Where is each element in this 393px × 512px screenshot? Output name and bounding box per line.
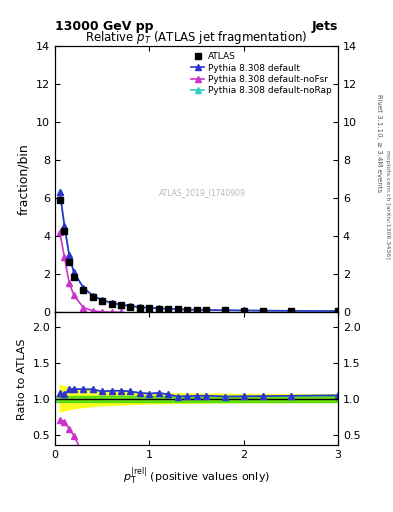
ATLAS <box>204 307 208 313</box>
ATLAS <box>90 294 95 301</box>
Pythia 8.308 default-noRap <box>90 292 95 298</box>
Pythia 8.308 default <box>194 307 199 313</box>
Pythia 8.308 default <box>90 292 95 298</box>
ATLAS <box>194 307 199 313</box>
Pythia 8.308 default-noRap <box>288 308 293 314</box>
Pythia 8.308 default-noRap <box>194 307 199 313</box>
Pythia 8.308 default-noRap <box>67 252 72 259</box>
Pythia 8.308 default-noFsr <box>67 280 72 286</box>
ATLAS <box>156 306 161 312</box>
X-axis label: $p_{\rm T}^{\rm |rel|}$ (positive values only): $p_{\rm T}^{\rm |rel|}$ (positive values… <box>123 466 270 487</box>
Pythia 8.308 default <box>119 302 123 308</box>
Pythia 8.308 default-noRap <box>166 306 171 312</box>
Pythia 8.308 default-noRap <box>241 307 246 313</box>
Line: Pythia 8.308 default-noFsr: Pythia 8.308 default-noFsr <box>57 230 124 315</box>
ATLAS <box>62 227 67 233</box>
Pythia 8.308 default-noRap <box>222 307 227 313</box>
Text: Jets: Jets <box>312 20 338 33</box>
ATLAS <box>109 301 114 307</box>
Pythia 8.308 default <box>147 305 152 311</box>
Pythia 8.308 default-noRap <box>72 269 76 275</box>
Pythia 8.308 default-noFsr <box>57 229 62 236</box>
Pythia 8.308 default <box>100 297 105 303</box>
Pythia 8.308 default <box>241 307 246 313</box>
ATLAS <box>100 298 105 304</box>
Pythia 8.308 default-noFsr <box>119 309 123 315</box>
Pythia 8.308 default-noRap <box>109 300 114 306</box>
Pythia 8.308 default <box>204 307 208 313</box>
Pythia 8.308 default-noFsr <box>109 309 114 315</box>
Text: Rivet 3.1.10, ≥ 3.4M events: Rivet 3.1.10, ≥ 3.4M events <box>376 94 382 193</box>
Pythia 8.308 default <box>166 306 171 312</box>
ATLAS <box>222 307 227 313</box>
Pythia 8.308 default-noRap <box>204 307 208 313</box>
ATLAS <box>185 307 189 313</box>
Pythia 8.308 default <box>128 303 133 309</box>
ATLAS <box>336 308 340 314</box>
Legend: ATLAS, Pythia 8.308 default, Pythia 8.308 default-noFsr, Pythia 8.308 default-no: ATLAS, Pythia 8.308 default, Pythia 8.30… <box>189 51 334 97</box>
Line: ATLAS: ATLAS <box>57 197 341 314</box>
Line: Pythia 8.308 default-noRap: Pythia 8.308 default-noRap <box>57 189 341 314</box>
Pythia 8.308 default-noFsr <box>72 292 76 298</box>
Line: Pythia 8.308 default: Pythia 8.308 default <box>57 189 341 314</box>
Pythia 8.308 default-noRap <box>62 223 67 229</box>
Pythia 8.308 default <box>156 305 161 311</box>
Y-axis label: Ratio to ATLAS: Ratio to ATLAS <box>17 338 27 420</box>
ATLAS <box>57 197 62 203</box>
Title: Relative $p_{T}$ (ATLAS jet fragmentation): Relative $p_{T}$ (ATLAS jet fragmentatio… <box>85 29 308 46</box>
Text: mcplots.cern.ch [arXiv:1306.3436]: mcplots.cern.ch [arXiv:1306.3436] <box>385 151 389 259</box>
ATLAS <box>72 274 76 280</box>
Pythia 8.308 default-noFsr <box>100 309 105 315</box>
Pythia 8.308 default <box>81 285 86 291</box>
Pythia 8.308 default <box>175 306 180 312</box>
Text: ATLAS_2019_I1740909: ATLAS_2019_I1740909 <box>159 188 246 197</box>
ATLAS <box>175 306 180 312</box>
Pythia 8.308 default-noFsr <box>62 254 67 260</box>
Pythia 8.308 default-noRap <box>156 305 161 311</box>
Y-axis label: fraction/bin: fraction/bin <box>17 143 31 215</box>
ATLAS <box>119 303 123 309</box>
ATLAS <box>147 305 152 311</box>
Pythia 8.308 default <box>72 269 76 275</box>
Pythia 8.308 default-noRap <box>185 307 189 313</box>
Pythia 8.308 default <box>109 300 114 306</box>
Pythia 8.308 default-noFsr <box>90 308 95 314</box>
Pythia 8.308 default-noRap <box>147 305 152 311</box>
Pythia 8.308 default <box>67 252 72 259</box>
Pythia 8.308 default <box>336 308 340 314</box>
ATLAS <box>128 304 133 310</box>
ATLAS <box>138 305 142 311</box>
ATLAS <box>67 259 72 265</box>
Text: 13000 GeV pp: 13000 GeV pp <box>55 20 154 33</box>
Pythia 8.308 default-noRap <box>57 188 62 195</box>
Pythia 8.308 default <box>288 308 293 314</box>
Pythia 8.308 default-noRap <box>260 308 265 314</box>
Pythia 8.308 default <box>138 304 142 310</box>
Pythia 8.308 default <box>222 307 227 313</box>
Pythia 8.308 default <box>62 223 67 229</box>
ATLAS <box>288 308 293 314</box>
Pythia 8.308 default-noRap <box>138 304 142 310</box>
Pythia 8.308 default-noRap <box>175 306 180 312</box>
ATLAS <box>241 307 246 313</box>
ATLAS <box>81 287 86 293</box>
ATLAS <box>166 306 171 312</box>
Pythia 8.308 default-noRap <box>81 285 86 291</box>
Pythia 8.308 default-noRap <box>336 308 340 314</box>
Pythia 8.308 default-noRap <box>119 302 123 308</box>
Pythia 8.308 default <box>260 308 265 314</box>
ATLAS <box>260 308 265 314</box>
Pythia 8.308 default <box>57 188 62 195</box>
Pythia 8.308 default-noRap <box>128 303 133 309</box>
Pythia 8.308 default-noRap <box>100 297 105 303</box>
Pythia 8.308 default <box>185 307 189 313</box>
Pythia 8.308 default-noFsr <box>81 305 86 311</box>
